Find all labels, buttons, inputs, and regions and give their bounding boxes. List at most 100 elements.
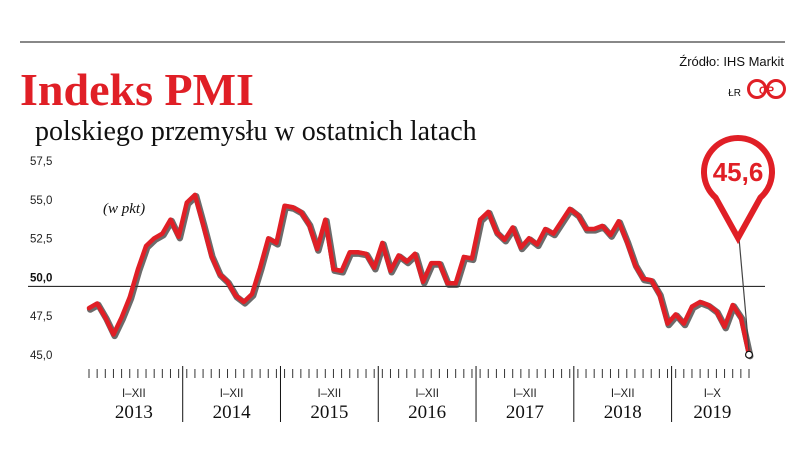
data-point — [111, 332, 116, 337]
data-point — [633, 263, 637, 267]
year-label: 2017 — [506, 402, 544, 423]
data-point — [299, 210, 303, 214]
data-point — [168, 218, 173, 222]
chart-subtitle: polskiego przemysłu w ostatnich latach — [35, 116, 477, 147]
data-point — [462, 255, 466, 259]
data-point — [494, 230, 499, 234]
data-point — [551, 232, 556, 236]
data-point — [511, 225, 515, 230]
data-point — [225, 280, 230, 284]
data-point — [266, 236, 270, 240]
data-point — [576, 213, 580, 217]
data-point — [128, 295, 132, 299]
data-point — [250, 292, 254, 296]
data-point — [144, 244, 148, 248]
year-label: 2014 — [213, 402, 252, 423]
y-axis-unit: (w pkt) — [103, 201, 145, 217]
data-point — [274, 241, 279, 245]
data-point — [527, 236, 531, 240]
data-point — [217, 272, 221, 276]
data-point — [160, 232, 164, 236]
x-axis: I–XII2013I–XII2014I–XII2015I–XII2016I–XI… — [88, 366, 750, 423]
latest-value-callout: 45,6 — [701, 135, 775, 351]
year-label: 2018 — [604, 402, 642, 423]
logo-ring-p — [766, 79, 786, 99]
data-point — [234, 294, 238, 298]
data-point — [674, 312, 678, 316]
data-point — [397, 253, 401, 257]
data-point — [454, 281, 458, 285]
data-point — [470, 256, 474, 261]
year-label: 2016 — [408, 402, 446, 423]
data-point — [649, 278, 653, 282]
y-tick-label: 57,5 — [30, 156, 52, 168]
data-point — [388, 269, 393, 273]
data-point — [665, 322, 670, 326]
data-point — [592, 227, 596, 231]
data-point — [698, 300, 702, 304]
period-label: I–XII — [318, 388, 342, 400]
data-point — [486, 210, 490, 214]
period-label: I–XII — [611, 388, 635, 400]
source-note: Źródło: IHS Markit — [679, 54, 784, 69]
data-point — [348, 250, 352, 254]
author-initials: ŁR — [728, 88, 741, 99]
logo-ring-c — [747, 79, 767, 99]
data-point — [177, 235, 181, 239]
y-tick-label: 45,0 — [30, 350, 52, 362]
data-point — [641, 277, 645, 281]
y-tick-label: 50,0 — [30, 272, 52, 284]
data-point — [339, 269, 344, 273]
data-point — [543, 227, 547, 231]
data-point — [608, 233, 613, 237]
callout-pin — [701, 135, 775, 245]
data-point — [193, 193, 197, 197]
data-point — [282, 204, 287, 208]
year-label: 2015 — [310, 402, 348, 423]
data-point — [706, 303, 710, 307]
data-point — [103, 315, 107, 320]
data-point — [429, 261, 433, 265]
data-point — [519, 246, 523, 250]
data-point — [584, 227, 588, 231]
latest-value-label: 45,6 — [713, 157, 764, 187]
y-axis: 45,0 47,5 50,0 52,5 55,0 57,5 — [28, 156, 765, 362]
data-point — [722, 325, 727, 329]
data-point — [568, 207, 572, 211]
data-point — [119, 315, 124, 320]
period-label: I–XII — [122, 388, 146, 400]
data-point — [136, 267, 140, 271]
data-point — [625, 239, 629, 243]
data-point — [258, 266, 262, 270]
logo-letters: CP — [759, 85, 774, 97]
data-point — [502, 238, 507, 242]
data-point — [331, 267, 336, 271]
data-point — [356, 250, 360, 254]
series-line — [86, 192, 752, 357]
data-point — [185, 200, 189, 205]
data-point — [307, 222, 311, 226]
data-point — [209, 253, 213, 257]
callout-leader-line — [738, 237, 750, 351]
data-point — [478, 218, 482, 222]
chart-title: Indeks PMI — [20, 64, 254, 115]
data-point — [437, 261, 441, 265]
data-point — [690, 304, 694, 309]
data-point — [714, 309, 719, 313]
data-point — [739, 315, 743, 320]
period-label: I–XII — [220, 388, 244, 400]
data-point — [617, 219, 621, 223]
data-point — [559, 219, 564, 223]
period-label: I–XII — [415, 388, 439, 400]
series-pmi — [86, 192, 754, 360]
data-point — [372, 266, 376, 270]
y-tick-label: 52,5 — [30, 234, 52, 246]
period-label: I–XII — [513, 388, 537, 400]
year-label: 2019 — [693, 402, 731, 423]
data-point — [380, 241, 384, 245]
period-label: I–X — [704, 388, 722, 400]
cp-logo: CP — [747, 79, 786, 99]
y-tick-label: 55,0 — [30, 195, 52, 207]
